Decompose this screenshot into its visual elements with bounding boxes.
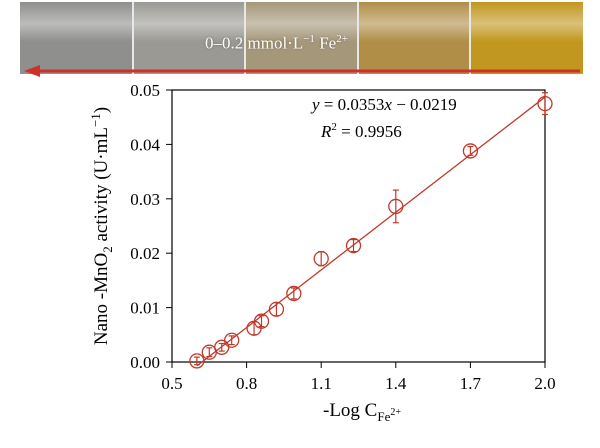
tube-separator	[131, 2, 134, 74]
y-tick-label: 0.05	[130, 81, 160, 100]
fit-equation-y: y	[310, 95, 320, 114]
data-point	[286, 285, 302, 302]
y-tick-label: 0.04	[130, 135, 160, 154]
fit-r2: R2 = 0.9956	[320, 121, 402, 141]
fit-equation-x: x	[383, 95, 392, 114]
data-point	[268, 301, 285, 317]
data-point	[537, 95, 553, 112]
x-tick-label: 1.1	[311, 374, 332, 393]
concentration-label: 0–0.2 mmol·L−1 Fe2+	[205, 33, 348, 54]
axis-ticks: 0.5 0.8 1.1 1.4 1.7 2.0 0.00 0.01 0.02 0.03 0.04 0.…	[130, 81, 555, 393]
y-axis-label-sub: 2	[100, 246, 115, 253]
tube-separator	[244, 2, 247, 74]
y-axis-label: Nano -MnO2 activity (U·mL−1)	[88, 107, 115, 345]
data-point	[214, 339, 230, 355]
data-point	[189, 353, 205, 369]
y-axis-label-close: )	[91, 107, 112, 113]
y-tick-label: 0.01	[130, 299, 160, 318]
fit-r2-exp: 2	[331, 121, 337, 133]
y-tick-label: 0.03	[130, 190, 160, 209]
data-point	[253, 313, 270, 329]
data-point	[224, 332, 240, 348]
tube-1	[20, 2, 134, 74]
data-point	[313, 250, 329, 267]
concentration-label-prefix: 0–0.2 mmol·L	[205, 33, 304, 53]
x-axis-label-main: -Log C	[323, 400, 377, 421]
x-tick-label: 1.4	[385, 374, 407, 393]
fit-equation-tail: − 0.0219	[392, 95, 457, 114]
fit-equation-rest: = 0.0353	[320, 95, 385, 114]
y-axis-label-exp: −1	[88, 113, 103, 127]
data-point	[345, 237, 362, 254]
data-point	[388, 198, 404, 215]
concentration-label-charge: 2+	[336, 33, 348, 45]
y-axis-label-prefix: Nano -MnO	[91, 253, 112, 345]
concentration-label-exp: −1	[303, 33, 315, 45]
data-marks	[189, 92, 553, 369]
x-tick-label: 0.8	[236, 374, 257, 393]
color-strip-photo	[20, 2, 583, 74]
x-axis-label-sub: Fe	[377, 409, 390, 424]
x-axis-label-sub-sup: 2+	[390, 407, 401, 418]
x-tick-label: 0.5	[161, 374, 182, 393]
concentration-label-ion: Fe	[314, 33, 337, 53]
tube-3	[245, 2, 359, 74]
tube-4	[357, 2, 472, 74]
fit-r2-label: R	[320, 122, 332, 141]
plot-frame	[171, 89, 546, 363]
tube-separator	[356, 2, 359, 74]
tube-2	[132, 2, 247, 74]
x-tick-label: 2.0	[534, 374, 555, 393]
y-axis-label-suffix: activity (U·mL	[91, 127, 112, 246]
x-axis-label: -Log CFe2+	[323, 400, 401, 424]
tube-5	[470, 2, 583, 74]
fit-equation: y = 0.0353x − 0.0219	[310, 95, 457, 114]
tube-separator	[469, 2, 472, 74]
y-tick-label: 0.00	[130, 353, 160, 372]
data-point	[462, 143, 479, 159]
y-tick-label: 0.02	[130, 244, 160, 263]
x-tick-label: 1.7	[460, 374, 482, 393]
fit-r2-value: = 0.9956	[337, 122, 402, 141]
